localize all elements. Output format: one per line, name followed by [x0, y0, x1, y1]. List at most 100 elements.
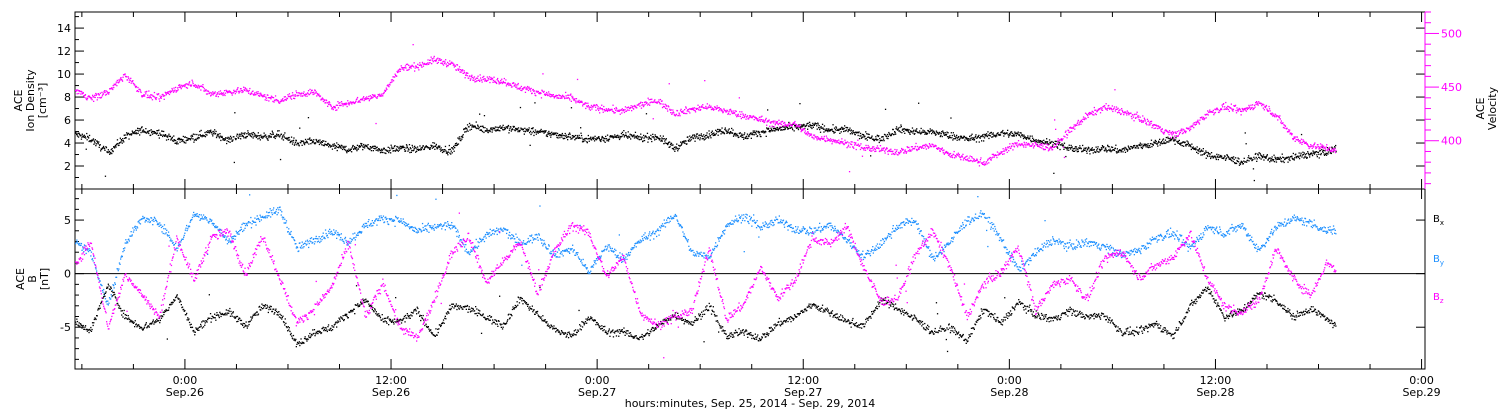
- data-point: [1069, 127, 1071, 129]
- data-point: [603, 140, 605, 142]
- data-point: [93, 140, 96, 142]
- data-point: [76, 135, 79, 137]
- data-point: [914, 130, 916, 132]
- data-point: [1215, 157, 1217, 159]
- data-point: [1224, 159, 1227, 161]
- data-point: [771, 121, 773, 123]
- data-point: [829, 140, 831, 142]
- data-point: [450, 150, 452, 152]
- data-point: [855, 148, 857, 151]
- data-point: [1017, 131, 1019, 133]
- data-point: [693, 109, 695, 111]
- data-point: [127, 132, 130, 135]
- data-point: [475, 121, 477, 123]
- data-point: [350, 101, 352, 103]
- data-point: [280, 133, 283, 135]
- data-point: [1000, 152, 1003, 154]
- data-point: [1106, 108, 1108, 110]
- data-point: [1128, 114, 1130, 116]
- data-point: [539, 131, 541, 133]
- data-point: [307, 138, 309, 140]
- data-point: [318, 95, 320, 97]
- data-point: [524, 127, 526, 129]
- data-point: [171, 87, 173, 90]
- data-point: [629, 133, 631, 135]
- data-point: [410, 148, 412, 150]
- data-point: [669, 109, 671, 111]
- data-point: [900, 125, 902, 128]
- data-point: [239, 133, 241, 135]
- data-point: [938, 148, 940, 150]
- data-point: [158, 93, 160, 95]
- data-point: [198, 87, 200, 89]
- data-point: [460, 139, 462, 142]
- data-point: [350, 102, 352, 104]
- data-point: [716, 131, 718, 133]
- data-point: [1239, 162, 1241, 165]
- data-point: [1227, 156, 1230, 158]
- data-point: [258, 92, 260, 95]
- data-point: [1161, 128, 1163, 130]
- data-point: [607, 109, 609, 111]
- data-point: [438, 145, 440, 147]
- data-point: [1099, 108, 1101, 110]
- data-point: [817, 122, 819, 124]
- data-point: [247, 132, 249, 134]
- data-point: [86, 132, 88, 135]
- data-point: [554, 96, 556, 98]
- data-point: [891, 153, 893, 155]
- data-point: [570, 93, 572, 95]
- data-point: [333, 143, 335, 145]
- data-point: [407, 150, 409, 152]
- data-point: [818, 125, 820, 127]
- data-point: [948, 154, 951, 156]
- data-point: [135, 132, 137, 134]
- data-point: [592, 105, 595, 107]
- data-point: [991, 157, 993, 159]
- data-point: [292, 139, 295, 141]
- data-point: [946, 152, 949, 155]
- data-point: [1179, 142, 1181, 145]
- data-point: [403, 146, 405, 149]
- data-point: [259, 95, 261, 97]
- legend-subscript: y: [1440, 259, 1444, 267]
- data-point: [534, 102, 536, 104]
- data-point: [1205, 150, 1207, 152]
- data-point: [1159, 127, 1161, 129]
- data-point: [156, 132, 159, 134]
- xtick-time-label: 12:00: [375, 374, 407, 387]
- data-point: [959, 157, 961, 159]
- data-point: [271, 96, 274, 98]
- data-point: [1277, 158, 1280, 160]
- data-point: [384, 90, 386, 92]
- data-point: [549, 95, 551, 97]
- data-point: [757, 118, 759, 120]
- data-point: [620, 136, 622, 138]
- data-point: [953, 153, 955, 156]
- data-point: [408, 144, 411, 146]
- data-point: [797, 127, 799, 129]
- data-point: [129, 80, 131, 82]
- data-point: [395, 149, 397, 152]
- data-point: [163, 134, 165, 136]
- data-point: [736, 114, 738, 116]
- data-point: [621, 108, 623, 110]
- data-point: [238, 92, 240, 94]
- data-point: [429, 59, 431, 61]
- data-point: [176, 143, 178, 145]
- data-point: [708, 106, 710, 108]
- data-point: [753, 115, 755, 117]
- data-point: [476, 127, 478, 129]
- data-point: [1074, 128, 1076, 130]
- data-point: [169, 90, 171, 92]
- data-point: [884, 150, 886, 152]
- data-point: [1024, 136, 1026, 138]
- data-point: [742, 114, 745, 116]
- data-point: [1315, 151, 1318, 153]
- data-point: [1149, 124, 1151, 126]
- data-point: [263, 132, 265, 134]
- data-point: [1135, 147, 1137, 149]
- data-point: [1273, 154, 1275, 156]
- data-point: [252, 90, 254, 92]
- data-point: [1066, 134, 1069, 136]
